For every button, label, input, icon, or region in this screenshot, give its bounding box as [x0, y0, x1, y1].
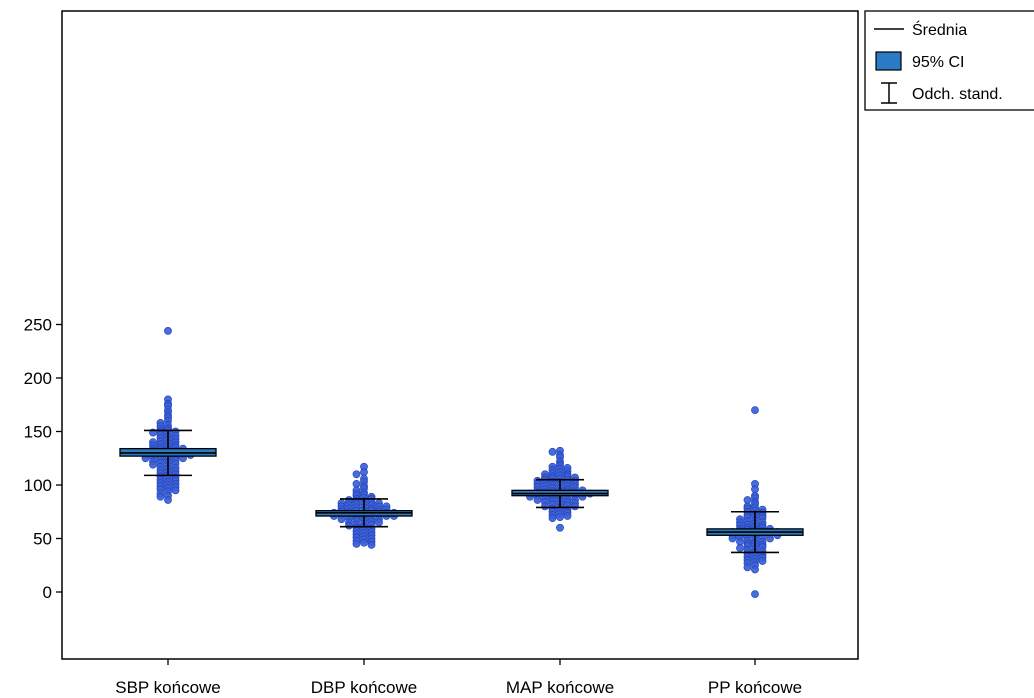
data-point	[352, 470, 361, 479]
plot-frame	[61, 10, 859, 660]
group-0	[119, 327, 217, 504]
data-point	[149, 460, 157, 469]
data-point	[743, 563, 752, 572]
data-point	[375, 518, 383, 527]
x-tick-label: SBP końcowe	[115, 678, 221, 697]
legend-sd-swatch	[881, 82, 897, 104]
data-point	[751, 590, 759, 599]
data-point	[766, 534, 774, 543]
data-point	[345, 521, 353, 530]
x-tick-label: PP końcowe	[708, 678, 802, 697]
legend-ci-swatch	[875, 51, 902, 71]
data-point	[541, 502, 549, 511]
data-point	[571, 502, 579, 511]
y-tick-label: 0	[43, 583, 52, 602]
data-point	[164, 327, 172, 335]
group-1	[315, 462, 413, 549]
data-point	[337, 515, 346, 524]
data-point	[360, 538, 368, 547]
group-3	[706, 406, 804, 599]
data-point	[556, 523, 564, 532]
legend: Średnia 95% CI Odch. stand.	[864, 10, 1034, 111]
group-2	[511, 446, 609, 532]
data-point	[548, 514, 557, 523]
y-axis: 0 50 100 150 200 250	[24, 316, 62, 602]
legend-ci-label: 95% CI	[912, 54, 964, 71]
x-tick-label: DBP końcowe	[311, 678, 417, 697]
data-layer	[119, 327, 804, 599]
data-point	[164, 496, 172, 504]
data-point	[751, 406, 759, 414]
data-point	[556, 513, 564, 521]
data-point	[758, 557, 767, 565]
y-tick-label: 100	[24, 476, 52, 495]
x-axis: SBP końcowe DBP końcowe MAP końcowe PP końc…	[115, 659, 802, 697]
data-point	[548, 447, 557, 456]
data-point	[736, 544, 744, 553]
data-point	[751, 565, 759, 574]
x-tick-label: MAP końcowe	[506, 678, 614, 697]
data-point	[367, 541, 376, 549]
data-point	[728, 534, 737, 543]
legend-sd-label: Odch. stand.	[912, 86, 1003, 103]
data-point	[156, 492, 165, 501]
legend-mean-label: Średnia	[912, 20, 967, 39]
y-tick-label: 150	[24, 423, 52, 442]
y-tick-label: 200	[24, 369, 52, 388]
y-tick-label: 250	[24, 316, 52, 335]
data-point	[563, 512, 572, 520]
data-point	[352, 539, 361, 548]
data-point	[533, 496, 542, 504]
data-point	[171, 486, 180, 495]
y-tick-label: 50	[33, 530, 52, 549]
data-point	[751, 485, 759, 494]
